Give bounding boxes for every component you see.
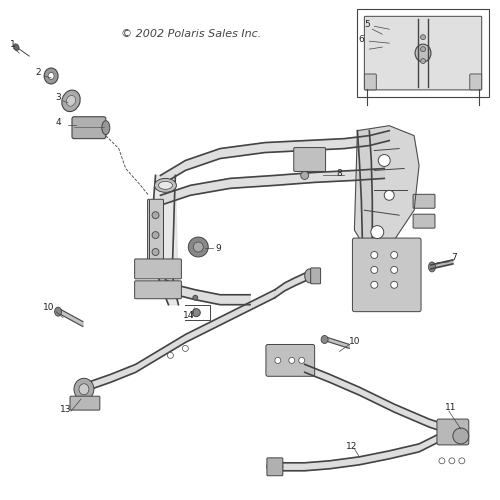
FancyBboxPatch shape bbox=[413, 194, 435, 208]
Text: 12: 12 bbox=[346, 442, 357, 452]
Ellipse shape bbox=[428, 262, 436, 272]
FancyBboxPatch shape bbox=[364, 74, 376, 90]
Ellipse shape bbox=[152, 212, 159, 218]
FancyBboxPatch shape bbox=[352, 238, 421, 312]
Text: 9: 9 bbox=[216, 244, 221, 252]
FancyBboxPatch shape bbox=[134, 281, 182, 298]
Ellipse shape bbox=[459, 458, 465, 464]
Polygon shape bbox=[431, 260, 453, 269]
Ellipse shape bbox=[384, 190, 394, 200]
Ellipse shape bbox=[420, 58, 426, 64]
Text: 6: 6 bbox=[358, 34, 364, 43]
Ellipse shape bbox=[439, 458, 445, 464]
Ellipse shape bbox=[390, 266, 398, 274]
Ellipse shape bbox=[154, 178, 176, 192]
Text: 8: 8 bbox=[336, 169, 342, 178]
Polygon shape bbox=[61, 310, 83, 326]
Ellipse shape bbox=[54, 307, 62, 316]
Ellipse shape bbox=[300, 172, 308, 179]
Ellipse shape bbox=[152, 232, 159, 238]
Text: 10: 10 bbox=[348, 337, 360, 346]
Text: 5: 5 bbox=[364, 20, 370, 29]
FancyBboxPatch shape bbox=[437, 419, 469, 445]
Polygon shape bbox=[304, 364, 444, 432]
Ellipse shape bbox=[378, 154, 390, 166]
Text: 13: 13 bbox=[60, 404, 72, 413]
Polygon shape bbox=[160, 130, 389, 186]
Ellipse shape bbox=[168, 352, 173, 358]
Text: 7: 7 bbox=[451, 254, 456, 262]
Ellipse shape bbox=[152, 248, 159, 256]
Ellipse shape bbox=[390, 252, 398, 258]
Ellipse shape bbox=[158, 182, 172, 190]
Ellipse shape bbox=[420, 46, 426, 52]
Ellipse shape bbox=[194, 242, 203, 252]
FancyBboxPatch shape bbox=[266, 344, 314, 376]
Ellipse shape bbox=[371, 282, 378, 288]
FancyBboxPatch shape bbox=[364, 16, 482, 90]
FancyBboxPatch shape bbox=[470, 74, 482, 90]
Text: 1: 1 bbox=[10, 40, 16, 48]
Ellipse shape bbox=[415, 44, 431, 62]
Text: 4: 4 bbox=[56, 118, 61, 127]
Ellipse shape bbox=[193, 295, 198, 300]
Ellipse shape bbox=[48, 72, 54, 80]
Polygon shape bbox=[358, 130, 372, 240]
Polygon shape bbox=[166, 280, 250, 304]
Ellipse shape bbox=[79, 384, 89, 394]
Ellipse shape bbox=[371, 252, 378, 258]
Ellipse shape bbox=[44, 68, 58, 84]
Ellipse shape bbox=[66, 96, 76, 106]
Ellipse shape bbox=[102, 120, 110, 134]
Text: 2: 2 bbox=[36, 68, 41, 78]
Ellipse shape bbox=[390, 282, 398, 288]
Polygon shape bbox=[280, 424, 444, 471]
Polygon shape bbox=[354, 126, 419, 255]
FancyBboxPatch shape bbox=[310, 268, 320, 284]
Polygon shape bbox=[160, 168, 384, 205]
Ellipse shape bbox=[289, 358, 295, 364]
Ellipse shape bbox=[304, 269, 314, 283]
Polygon shape bbox=[275, 272, 308, 297]
FancyBboxPatch shape bbox=[413, 214, 435, 228]
Ellipse shape bbox=[453, 428, 469, 444]
Ellipse shape bbox=[62, 90, 80, 112]
Text: 14: 14 bbox=[182, 311, 194, 320]
FancyBboxPatch shape bbox=[148, 200, 164, 266]
Ellipse shape bbox=[192, 308, 200, 316]
Ellipse shape bbox=[275, 358, 281, 364]
Ellipse shape bbox=[14, 44, 19, 51]
Polygon shape bbox=[328, 338, 349, 348]
Ellipse shape bbox=[182, 346, 188, 352]
FancyBboxPatch shape bbox=[70, 396, 100, 410]
Ellipse shape bbox=[420, 34, 426, 40]
Ellipse shape bbox=[449, 458, 455, 464]
Ellipse shape bbox=[321, 336, 328, 344]
Ellipse shape bbox=[74, 378, 94, 400]
Text: 11: 11 bbox=[445, 402, 456, 411]
Text: 10: 10 bbox=[44, 303, 55, 312]
FancyBboxPatch shape bbox=[358, 10, 488, 97]
Text: © 2002 Polaris Sales Inc.: © 2002 Polaris Sales Inc. bbox=[120, 29, 261, 39]
Polygon shape bbox=[154, 176, 178, 304]
Ellipse shape bbox=[267, 459, 283, 474]
Ellipse shape bbox=[188, 237, 208, 257]
Ellipse shape bbox=[371, 226, 384, 238]
FancyBboxPatch shape bbox=[134, 259, 182, 279]
Polygon shape bbox=[91, 290, 275, 389]
FancyBboxPatch shape bbox=[294, 148, 326, 172]
Text: 3: 3 bbox=[55, 94, 61, 102]
FancyBboxPatch shape bbox=[267, 458, 283, 475]
Ellipse shape bbox=[298, 358, 304, 364]
Ellipse shape bbox=[371, 266, 378, 274]
FancyBboxPatch shape bbox=[72, 116, 106, 138]
